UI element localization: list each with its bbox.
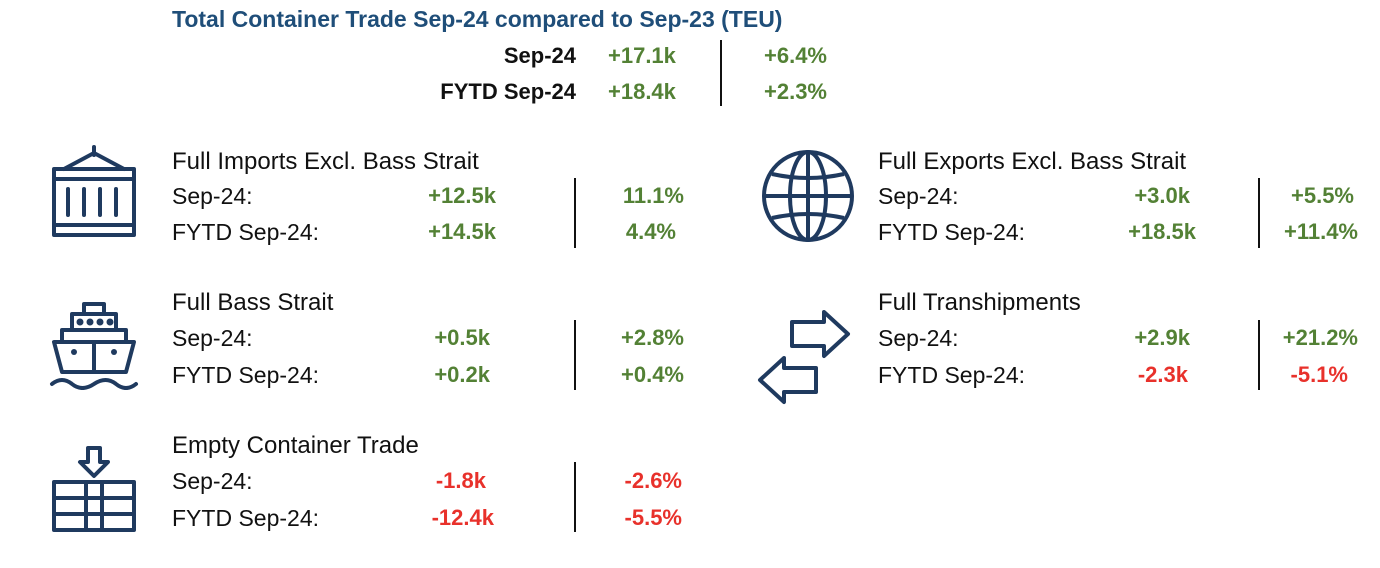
imports-fytd-value: +14.5k: [428, 219, 496, 244]
tranship-month-pct: +21.2%: [1282, 325, 1358, 350]
exchange-arrows-icon: [752, 308, 856, 408]
summary-label-month: Sep-24: [503, 43, 576, 68]
bass-month-pct: +2.8%: [621, 325, 684, 350]
ship-icon: [48, 300, 140, 390]
empty-month-value: -1.8k: [435, 468, 486, 493]
globe-icon: [760, 148, 856, 244]
tranship-month-value: +2.9k: [1134, 325, 1190, 350]
exports-divider: [1258, 178, 1260, 248]
summary-value-month: +17.1k: [608, 43, 676, 68]
empty-month-pct: -2.6%: [624, 468, 682, 493]
bass-month-value: +0.5k: [434, 325, 490, 350]
bass-month-label: Sep-24:: [172, 325, 253, 351]
imports-fytd-label: FYTD Sep-24:: [172, 219, 319, 245]
empty-fytd-value: -12.4k: [431, 505, 494, 530]
page-title: Total Container Trade Sep-24 compared to…: [172, 6, 783, 32]
tranship-fytd-label: FYTD Sep-24:: [878, 362, 1025, 388]
exports-fytd-label: FYTD Sep-24:: [878, 219, 1025, 245]
imports-fytd-pct: 4.4%: [625, 219, 676, 244]
bass-title: Full Bass Strait: [172, 289, 334, 316]
imports-month-label: Sep-24:: [172, 183, 253, 209]
exports-title: Full Exports Excl. Bass Strait: [878, 148, 1187, 175]
container-crane-icon: [50, 145, 138, 237]
exports-month-pct: +5.5%: [1291, 183, 1354, 208]
summary-divider: [720, 40, 722, 106]
summary-pct-fytd: +2.3%: [764, 79, 827, 104]
summary-label-fytd: FYTD Sep-24: [440, 79, 576, 104]
bass-fytd-label: FYTD Sep-24:: [172, 362, 319, 388]
exports-month-value: +3.0k: [1134, 183, 1190, 208]
bass-fytd-value: +0.2k: [434, 362, 490, 387]
tranship-month-label: Sep-24:: [878, 325, 959, 351]
summary-value-fytd: +18.4k: [608, 79, 676, 104]
exports-fytd-value: +18.5k: [1128, 219, 1196, 244]
imports-divider: [574, 178, 576, 248]
empty-fytd-pct: -5.5%: [624, 505, 682, 530]
summary-pct-month: +6.4%: [764, 43, 827, 68]
empty-month-label: Sep-24:: [172, 468, 253, 494]
tranship-fytd-value: -2.3k: [1137, 362, 1188, 387]
empty-fytd-label: FYTD Sep-24:: [172, 505, 319, 531]
bass-divider: [574, 320, 576, 390]
tranship-title: Full Transhipments: [878, 289, 1081, 316]
exports-month-label: Sep-24:: [878, 183, 959, 209]
tranship-fytd-pct: -5.1%: [1290, 362, 1348, 387]
imports-title: Full Imports Excl. Bass Strait: [172, 148, 479, 175]
tranship-divider: [1258, 320, 1260, 390]
empty-title: Empty Container Trade: [172, 432, 419, 459]
imports-month-value: +12.5k: [428, 183, 496, 208]
imports-month-pct: 11.1%: [622, 183, 684, 208]
exports-fytd-pct: +11.4%: [1283, 219, 1358, 244]
bass-fytd-pct: +0.4%: [621, 362, 684, 387]
empty-divider: [574, 462, 576, 532]
container-stack-icon: [50, 446, 138, 534]
